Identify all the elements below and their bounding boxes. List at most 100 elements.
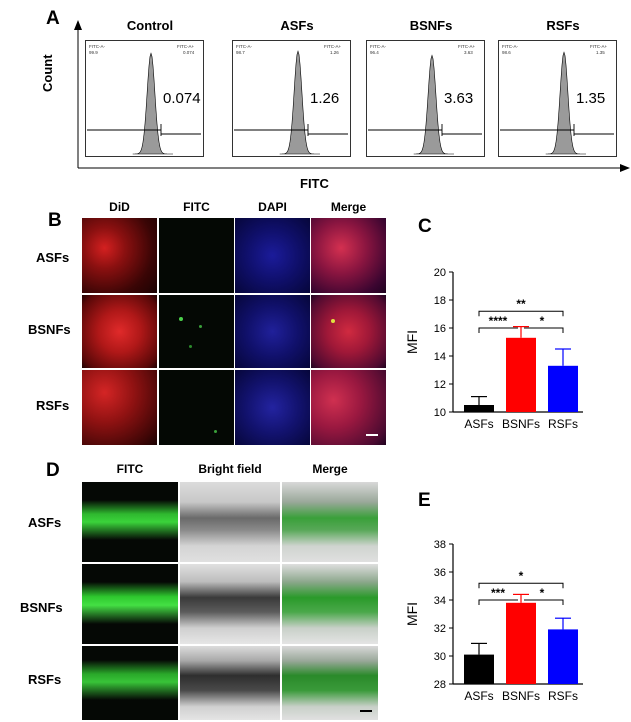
gate-positive-value: 1.26 — [310, 90, 340, 107]
gate-right-label: FITC-A+ — [324, 44, 342, 49]
bar-RSFs — [548, 629, 578, 684]
panel-d-col-bright: Bright field — [198, 462, 262, 476]
gate-positive-value: 0.074 — [163, 90, 201, 107]
bar-BSNFs — [506, 602, 536, 684]
gate-left-percent: 98.7 — [236, 50, 245, 55]
gate-positive-value: 3.63 — [444, 90, 474, 107]
microscopy-fitc-bsnfs — [159, 295, 234, 368]
microscopy-dapi-asfs — [235, 218, 310, 293]
gate-left-label: FITC-A- — [370, 44, 386, 49]
panel-e-letter: E — [418, 490, 431, 511]
y-tick-label: 38 — [434, 539, 446, 551]
gate-left-percent: 98.6 — [502, 50, 511, 55]
y-tick-label: 14 — [434, 351, 446, 363]
y-tick-label: 30 — [434, 651, 446, 663]
panel-d-col-merge: Merge — [312, 462, 348, 476]
sig-label-right: * — [540, 586, 545, 600]
microscopy-merge-rsfs — [311, 370, 386, 445]
histogram-plot-1 — [232, 40, 351, 157]
histogram-plot-3 — [498, 40, 617, 157]
microscopy-did-rsfs — [82, 370, 157, 445]
sig-label-left: *** — [491, 586, 505, 600]
panel-b-col-dapi: DAPI — [258, 200, 287, 214]
microscopy-merge-asfs — [311, 218, 386, 293]
bar-ASFs — [464, 405, 494, 412]
microscopy-dapi-bsnfs — [235, 295, 310, 368]
sig-bracket-outer — [478, 310, 564, 317]
panel-d-row-bsnfs: BSNFs — [20, 600, 63, 615]
gate-left-label: FITC-A- — [236, 44, 252, 49]
panel-d-row-asfs: ASFs — [28, 515, 62, 530]
gate-left-label: FITC-A- — [89, 44, 105, 49]
y-tick-label: 36 — [434, 567, 446, 579]
histogram-peak — [545, 51, 586, 155]
panel-a-letter: A — [46, 8, 60, 29]
bar-RSFs — [548, 365, 578, 412]
y-axis-label: MFI — [405, 602, 420, 626]
gate-right-label: FITC-A+ — [458, 44, 476, 49]
x-tick-label: BSNFs — [502, 417, 540, 431]
panel-a-axes — [74, 20, 630, 172]
gate-left-label: FITC-A- — [502, 44, 518, 49]
microscopy-dapi-rsfs — [235, 370, 310, 445]
histogram-title-1: ASFs — [280, 18, 314, 33]
sig-label-left: **** — [489, 314, 508, 328]
microscopy-fitc-asfs — [159, 218, 234, 293]
histogram-peak — [279, 50, 320, 155]
panel-b-row-bsnfs: BSNFs — [28, 322, 71, 337]
bar-ASFs — [464, 654, 494, 684]
gate-right-percent: 0.074 — [183, 50, 195, 55]
panel-d-row-rsfs: RSFs — [28, 672, 62, 687]
tissue-merge-bsnfs — [282, 564, 378, 644]
gate-right-label: FITC-A+ — [590, 44, 608, 49]
histogram-peak — [413, 54, 454, 155]
gate-left-percent: 96.4 — [370, 50, 379, 55]
panel-d-letter: D — [46, 460, 60, 481]
x-tick-label: BSNFs — [502, 689, 540, 703]
tissue-bright-bsnfs — [180, 564, 280, 644]
y-tick-label: 12 — [434, 379, 446, 391]
y-tick-label: 16 — [434, 323, 446, 335]
y-tick-label: 34 — [434, 595, 446, 607]
sig-bracket-left — [478, 599, 518, 605]
tissue-fitc-bsnfs — [82, 564, 178, 644]
histogram-title-3: RSFs — [546, 18, 580, 33]
panel-b-col-fitc: FITC — [183, 200, 210, 214]
sig-label-outer: * — [519, 569, 524, 583]
histogram-title-2: BSNFs — [409, 18, 453, 33]
sig-label-outer: ** — [516, 297, 526, 311]
panel-b-row-rsfs: RSFs — [36, 398, 70, 413]
gate-left-percent: 99.9 — [89, 50, 98, 55]
tissue-merge-rsfs — [282, 646, 378, 720]
bar-BSNFs — [506, 337, 536, 412]
gate-right-percent: 3.63 — [464, 50, 473, 55]
tissue-fitc-asfs — [82, 482, 178, 562]
tissue-merge-asfs — [282, 482, 378, 562]
sig-bracket-right — [524, 599, 564, 605]
x-tick-label: RSFs — [548, 689, 578, 703]
gate-right-percent: 1.35 — [596, 50, 605, 55]
x-tick-label: RSFs — [548, 417, 578, 431]
x-tick-label: ASFs — [464, 689, 493, 703]
y-tick-label: 20 — [434, 267, 446, 279]
gate-positive-value: 1.35 — [576, 90, 606, 107]
panel-b-col-merge: Merge — [330, 200, 367, 214]
microscopy-fitc-rsfs — [159, 370, 234, 445]
y-tick-label: 32 — [434, 623, 446, 635]
tissue-bright-rsfs — [180, 646, 280, 720]
sig-label-right: * — [540, 314, 545, 328]
histogram-title-0: Control — [126, 18, 174, 33]
histogram-plot-2 — [366, 40, 485, 157]
panel-d-col-fitc: FITC — [116, 462, 144, 476]
histogram-plot-0 — [85, 40, 204, 157]
gate-right-percent: 1.26 — [330, 50, 339, 55]
x-tick-label: ASFs — [464, 417, 493, 431]
sig-bracket-left — [478, 327, 518, 333]
panel-a-xlabel: FITC — [300, 176, 329, 191]
panel-b-row-asfs: ASFs — [36, 250, 70, 265]
microscopy-merge-bsnfs — [311, 295, 386, 368]
y-axis-label: MFI — [405, 330, 420, 354]
sig-bracket-right — [524, 327, 564, 333]
